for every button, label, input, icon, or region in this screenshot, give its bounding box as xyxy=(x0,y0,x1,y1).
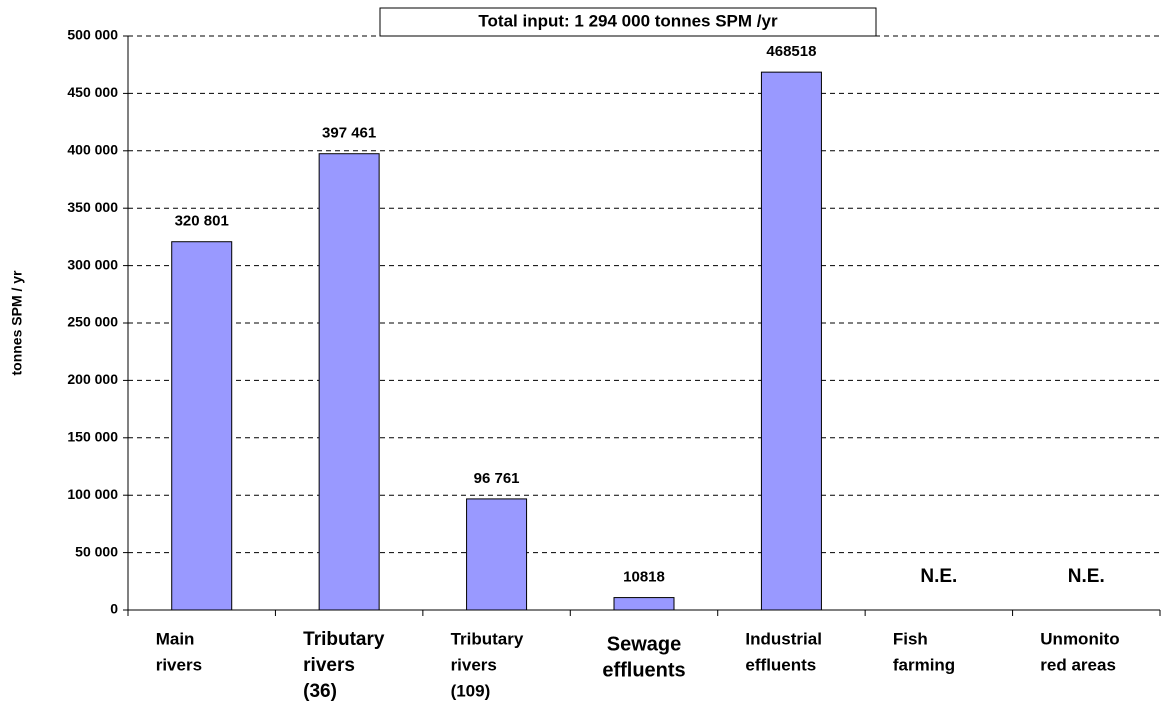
bar xyxy=(318,153,380,611)
bar xyxy=(613,597,675,611)
bar xyxy=(171,241,233,611)
value-label: 468518 xyxy=(766,43,816,60)
x-tick-label: effluents xyxy=(745,655,816,674)
y-tick-label: 100 000 xyxy=(67,486,118,502)
chart-title: Total input: 1 294 000 tonnes SPM /yr xyxy=(478,11,778,30)
y-tick-label: 250 000 xyxy=(67,314,118,330)
x-tick-label: rivers xyxy=(451,655,497,674)
x-tick-label: (109) xyxy=(451,681,491,700)
y-tick-label: 200 000 xyxy=(67,371,118,387)
value-label: 96 761 xyxy=(474,470,520,487)
x-tick-label: effluents xyxy=(602,659,685,681)
x-tick-label: Fish xyxy=(893,629,928,648)
value-label: 397 461 xyxy=(322,125,376,142)
value-label: N.E. xyxy=(1068,566,1105,587)
x-tick-label: Tributary xyxy=(303,629,385,650)
x-tick-label: Tributary xyxy=(451,629,524,648)
x-tick-label: red areas xyxy=(1040,655,1116,674)
value-label: 10818 xyxy=(623,569,665,586)
value-label: 320 801 xyxy=(175,213,229,230)
x-tick-label: Unmonito xyxy=(1040,629,1119,648)
y-tick-label: 450 000 xyxy=(67,84,118,100)
x-tick-label: farming xyxy=(893,655,955,674)
y-tick-label: 500 000 xyxy=(67,27,118,43)
y-tick-label: 300 000 xyxy=(67,256,118,272)
y-tick-label: 150 000 xyxy=(67,429,118,445)
x-tick-label: Sewage xyxy=(607,633,681,655)
y-tick-label: 50 000 xyxy=(75,543,118,559)
x-tick-label: rivers xyxy=(303,655,355,676)
x-tick-label: Main xyxy=(156,629,195,648)
y-tick-label: 400 000 xyxy=(67,142,118,158)
y-tick-label: 350 000 xyxy=(67,199,118,215)
x-tick-label: (36) xyxy=(303,681,337,702)
bar xyxy=(466,498,528,611)
y-tick-label: 0 xyxy=(110,601,118,617)
bar xyxy=(760,71,822,611)
title-box xyxy=(379,7,877,37)
value-label: N.E. xyxy=(920,566,957,587)
x-tick-label: rivers xyxy=(156,655,202,674)
x-tick-label: Industrial xyxy=(745,629,822,648)
y-axis-label: tonnes SPM / yr xyxy=(9,270,25,376)
